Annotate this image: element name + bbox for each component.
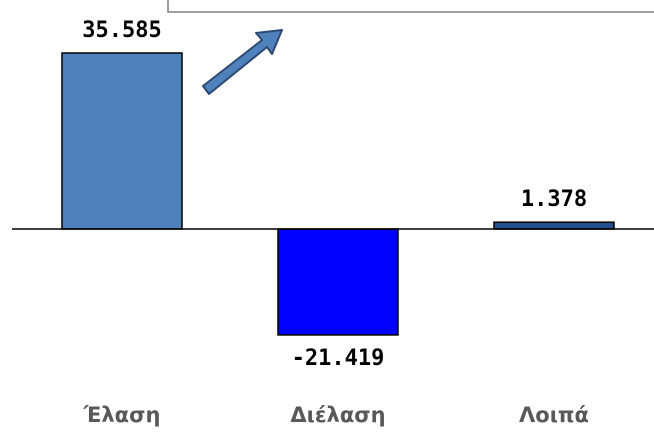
x-tick-label: Έλαση xyxy=(83,403,161,427)
data-label: -21.419 xyxy=(292,346,385,371)
bar xyxy=(493,221,615,230)
x-tick-label: Λοιπά xyxy=(519,403,589,427)
text-box xyxy=(167,0,654,13)
data-label: 1.378 xyxy=(521,187,587,212)
data-label: 35.585 xyxy=(82,18,161,43)
bar xyxy=(61,52,183,230)
arrow xyxy=(202,29,283,95)
bar xyxy=(277,228,399,336)
x-tick-label: Διέλαση xyxy=(290,403,385,427)
